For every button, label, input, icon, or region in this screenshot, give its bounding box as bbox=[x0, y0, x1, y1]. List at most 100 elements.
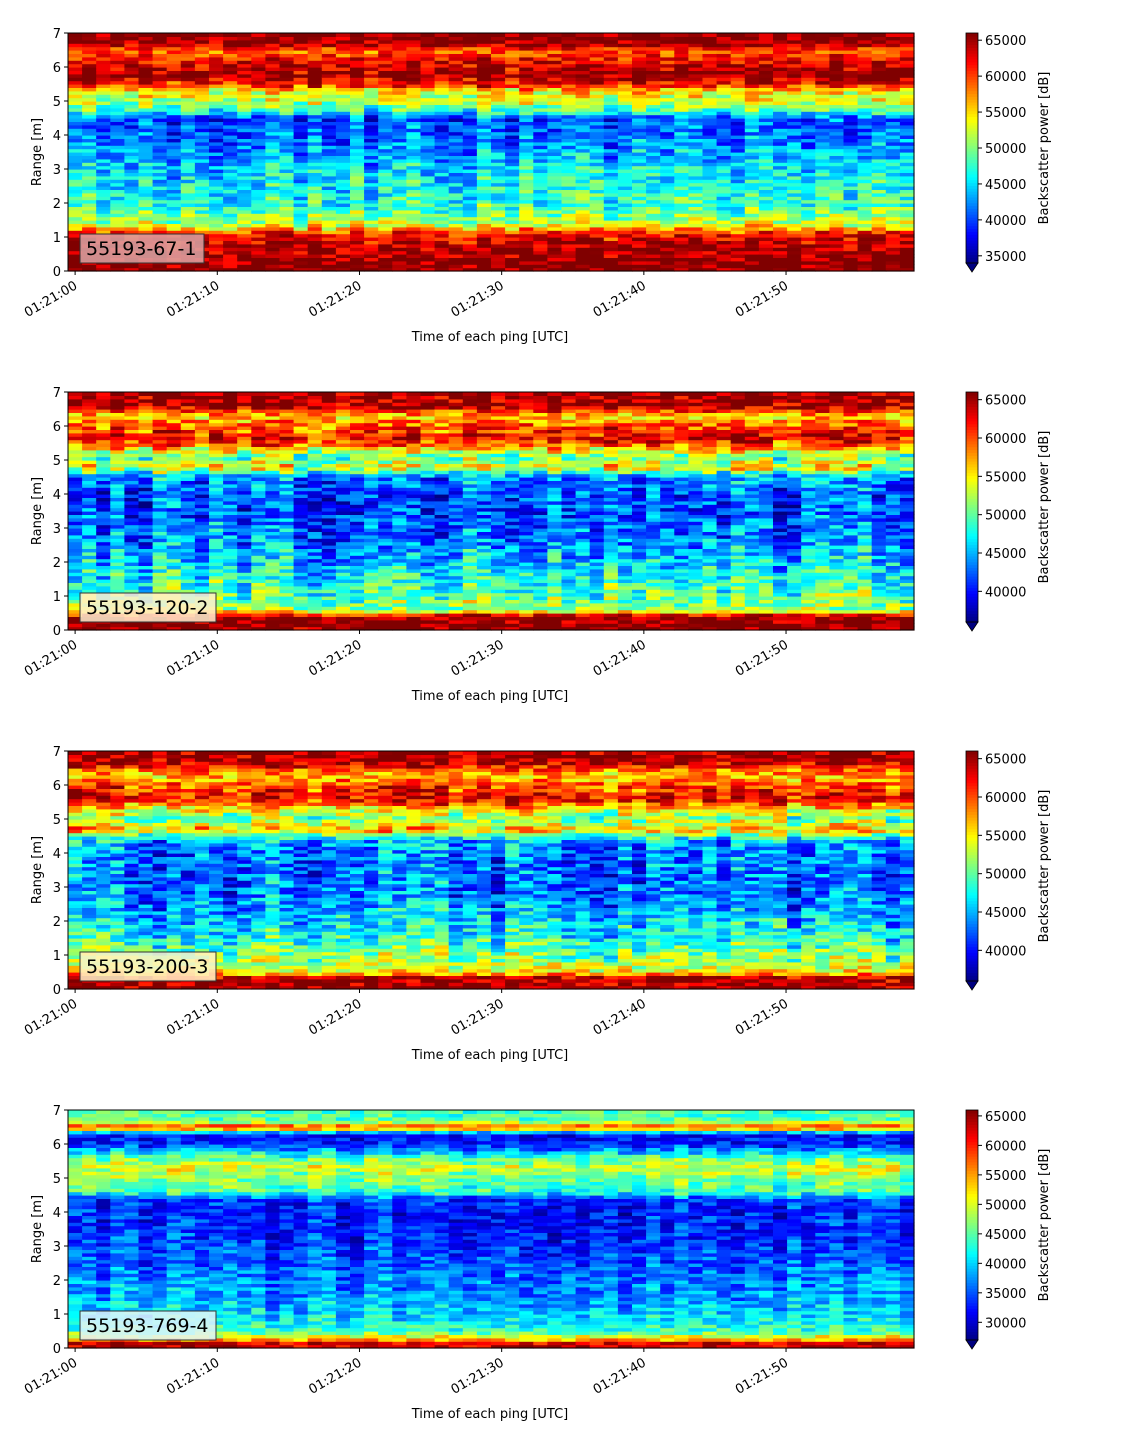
heatmap-cell bbox=[180, 118, 196, 122]
heatmap-cell bbox=[124, 267, 140, 272]
heatmap-cell bbox=[251, 179, 266, 184]
heatmap-cell bbox=[209, 43, 224, 48]
heatmap-cell bbox=[279, 33, 295, 37]
heatmap-cell bbox=[166, 70, 182, 75]
heatmap-cell bbox=[462, 175, 478, 180]
heatmap-cell bbox=[575, 165, 591, 170]
heatmap-cell bbox=[392, 250, 407, 255]
heatmap-cell bbox=[787, 233, 802, 238]
heatmap-cell bbox=[885, 209, 901, 214]
heatmap-cell bbox=[293, 179, 309, 184]
heatmap-cell bbox=[519, 264, 534, 269]
heatmap-cell bbox=[843, 182, 859, 187]
heatmap-cell bbox=[237, 267, 252, 272]
heatmap-cell bbox=[265, 213, 281, 218]
heatmap-cell bbox=[209, 90, 224, 95]
heatmap-cell bbox=[575, 216, 591, 221]
heatmap-cell bbox=[237, 43, 252, 48]
heatmap-cell bbox=[166, 267, 182, 272]
heatmap-cell bbox=[110, 46, 125, 51]
heatmap-cell bbox=[124, 50, 140, 54]
heatmap-cell bbox=[730, 165, 746, 170]
heatmap-cell bbox=[209, 131, 224, 136]
heatmap-cell bbox=[180, 90, 196, 95]
heatmap-cell bbox=[138, 67, 154, 71]
heatmap-cell bbox=[166, 230, 182, 235]
heatmap-cell bbox=[110, 186, 125, 190]
heatmap-cell bbox=[885, 158, 901, 163]
heatmap-cell bbox=[899, 233, 915, 238]
heatmap-cell bbox=[223, 165, 238, 170]
heatmap-cell bbox=[124, 104, 140, 109]
heatmap-cell bbox=[335, 152, 351, 156]
heatmap-cell bbox=[589, 243, 605, 248]
heatmap-cell bbox=[448, 209, 464, 214]
heatmap-cell bbox=[96, 487, 111, 492]
heatmap-cell bbox=[237, 70, 252, 75]
heatmap-cell bbox=[617, 165, 633, 170]
heatmap-cell bbox=[885, 141, 901, 146]
heatmap-cell bbox=[378, 226, 393, 231]
heatmap-cell bbox=[82, 121, 97, 126]
heatmap-cell bbox=[279, 165, 295, 170]
heatmap-cell bbox=[96, 141, 111, 146]
heatmap-cell bbox=[561, 216, 577, 221]
heatmap-cell bbox=[434, 141, 450, 146]
heatmap-cell bbox=[378, 233, 393, 238]
heatmap-cell bbox=[124, 131, 140, 136]
heatmap-cell bbox=[265, 199, 281, 204]
heatmap-cell bbox=[293, 206, 309, 211]
heatmap-cell bbox=[166, 141, 182, 146]
heatmap-cell bbox=[194, 87, 210, 92]
heatmap-cell bbox=[885, 192, 901, 197]
heatmap-cell bbox=[702, 131, 718, 136]
heatmap-cell bbox=[152, 43, 168, 48]
heatmap-cell bbox=[166, 504, 182, 509]
heatmap-cell bbox=[378, 175, 393, 180]
heatmap-cell bbox=[674, 209, 689, 214]
heatmap-cell bbox=[82, 73, 97, 78]
heatmap-cell bbox=[335, 36, 351, 41]
heatmap-cell bbox=[350, 175, 365, 180]
heatmap-cell bbox=[96, 169, 111, 173]
heatmap-cell bbox=[82, 226, 97, 231]
heatmap-cell bbox=[237, 121, 252, 126]
heatmap-cell bbox=[871, 216, 887, 221]
heatmap-cell bbox=[223, 169, 238, 173]
heatmap-cell bbox=[82, 84, 97, 88]
heatmap-cell bbox=[138, 196, 154, 201]
heatmap-cell bbox=[124, 155, 140, 160]
heatmap-cell bbox=[801, 209, 816, 214]
heatmap-cell bbox=[702, 216, 718, 221]
heatmap-cell bbox=[307, 169, 323, 173]
heatmap-cell bbox=[730, 216, 746, 221]
heatmap-cell bbox=[307, 118, 323, 122]
heatmap-cell bbox=[82, 213, 97, 218]
heatmap-cell bbox=[378, 243, 393, 248]
heatmap-cell bbox=[730, 199, 746, 204]
heatmap-cell bbox=[251, 111, 266, 116]
heatmap-cell bbox=[575, 264, 591, 269]
heatmap-cell bbox=[237, 199, 252, 204]
heatmap-cell bbox=[307, 158, 323, 163]
heatmap-cell bbox=[68, 124, 83, 129]
heatmap-cell bbox=[194, 165, 210, 170]
heatmap-cell bbox=[68, 152, 83, 156]
heatmap-cell bbox=[561, 182, 577, 187]
heatmap-cell bbox=[152, 111, 168, 116]
heatmap-cell bbox=[138, 165, 154, 170]
heatmap-cell bbox=[110, 158, 125, 163]
heatmap-cell bbox=[237, 97, 252, 102]
heatmap-cell bbox=[110, 230, 125, 235]
heatmap-cell bbox=[744, 131, 760, 136]
heatmap-cell bbox=[124, 209, 140, 214]
heatmap-cell bbox=[730, 175, 746, 180]
heatmap-cell bbox=[96, 73, 111, 78]
heatmap-cell bbox=[68, 182, 83, 187]
heatmap-cell bbox=[265, 43, 281, 48]
heatmap-cell bbox=[223, 60, 238, 65]
heatmap-cell bbox=[138, 118, 154, 122]
heatmap-cell bbox=[124, 158, 140, 163]
heatmap-cell bbox=[335, 189, 351, 194]
heatmap-cell bbox=[702, 233, 718, 238]
